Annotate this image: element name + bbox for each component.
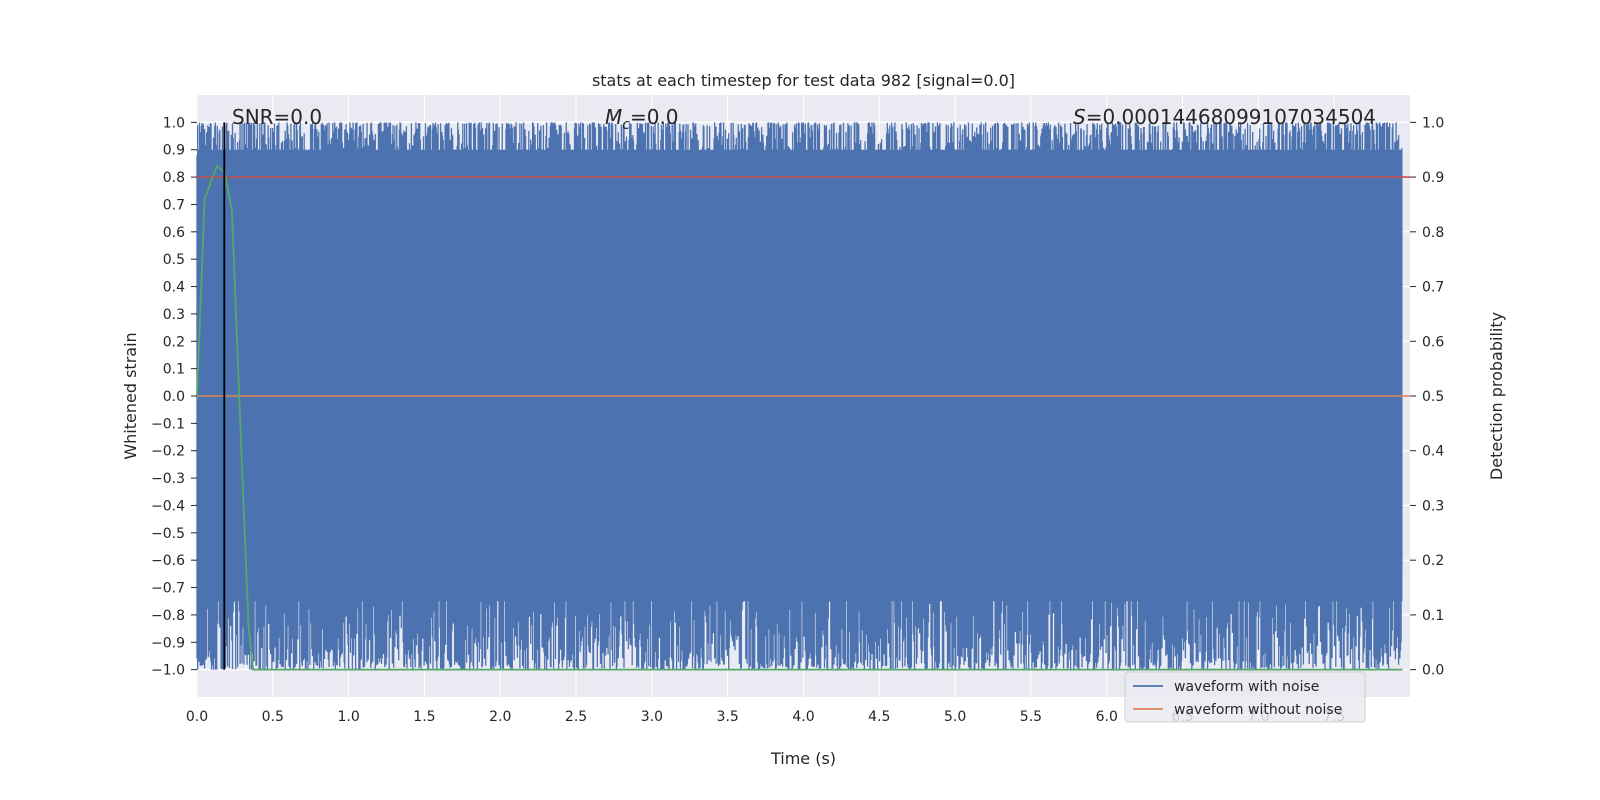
y-tick-label: −0.3	[151, 471, 185, 487]
y-tick-label: 1.0	[163, 115, 185, 131]
x-tick-label: 5.0	[944, 709, 966, 725]
y-tick-label: 0.1	[163, 362, 185, 378]
y-tick-label: −1.0	[151, 663, 185, 679]
legend-label-waveform-without-noise: waveform without noise	[1174, 702, 1342, 718]
y-tick-label: 0.3	[163, 307, 185, 323]
s-value: =0.00014468099107034504	[1086, 105, 1376, 129]
x-tick-label: 2.5	[565, 709, 587, 725]
y-right-tick-label: 0.1	[1422, 608, 1444, 624]
y-tick-label: −0.1	[151, 416, 185, 432]
y-tick-label: 0.9	[163, 143, 185, 159]
legend: waveform with noise waveform without noi…	[1124, 671, 1366, 723]
series-detection-probability	[196, 164, 1403, 671]
y-tick-label: −0.8	[151, 608, 185, 624]
x-tick-label: 6.0	[1096, 709, 1118, 725]
axis-ticks: 0.00.51.01.52.02.53.03.54.04.55.05.56.06…	[151, 115, 1444, 725]
y-right-tick-label: 0.3	[1422, 498, 1444, 514]
y-right-tick-label: 0.9	[1422, 170, 1444, 186]
y-tick-label: 0.8	[163, 170, 185, 186]
y-tick-label: −0.7	[151, 581, 185, 597]
y-right-tick-label: 0.5	[1422, 389, 1444, 405]
y-tick-label: −0.5	[151, 526, 185, 542]
x-tick-label: 0.0	[186, 709, 208, 725]
y-tick-label: 0.7	[163, 197, 185, 213]
y-right-tick-label: 1.0	[1422, 115, 1444, 131]
x-tick-label: 0.5	[262, 709, 284, 725]
x-tick-label: 5.5	[1020, 709, 1042, 725]
y-tick-label: −0.9	[151, 635, 185, 651]
y-right-tick-label: 0.7	[1422, 280, 1444, 296]
x-tick-label: 4.0	[792, 709, 814, 725]
y-tick-label: −0.2	[151, 444, 185, 460]
y-right-tick-label: 0.2	[1422, 553, 1444, 569]
x-tick-label: 3.0	[641, 709, 663, 725]
chirp-mass-subscript: c	[622, 117, 630, 133]
x-tick-label: 2.0	[489, 709, 511, 725]
y-tick-label: 0.2	[163, 334, 185, 350]
s-annotation: S=0.00014468099107034504	[1073, 105, 1376, 129]
y-tick-label: 0.4	[163, 280, 185, 296]
y-tick-label: −0.4	[151, 498, 185, 514]
chart-title: stats at each timestep for test data 982…	[592, 71, 1015, 90]
x-tick-label: 3.5	[717, 709, 739, 725]
chirp-mass-annotation: Mc=0.0	[605, 105, 679, 133]
x-tick-label: 4.5	[868, 709, 890, 725]
x-axis-label: Time (s)	[770, 749, 836, 768]
y-axis-right-label: Detection probability	[1487, 312, 1506, 480]
legend-label-waveform-with-noise: waveform with noise	[1174, 679, 1319, 695]
chirp-mass-value: =0.0	[630, 105, 679, 129]
y-axis-label: Whitened strain	[121, 332, 140, 459]
chirp-mass-symbol: M	[605, 105, 622, 129]
snr-annotation: SNR=0.0	[232, 105, 322, 129]
x-tick-label: 1.5	[413, 709, 435, 725]
y-right-tick-label: 0.8	[1422, 225, 1444, 241]
y-tick-label: 0.6	[163, 225, 185, 241]
y-tick-label: 0.0	[163, 389, 185, 405]
y-right-tick-label: 0.6	[1422, 334, 1444, 350]
s-symbol: S	[1073, 105, 1086, 129]
series-waveform-with-noise	[196, 122, 1403, 670]
y-right-tick-label: 0.0	[1422, 663, 1444, 679]
x-tick-label: 1.0	[337, 709, 359, 725]
y-tick-label: −0.6	[151, 553, 185, 569]
y-tick-label: 0.5	[163, 252, 185, 268]
legend-box	[1124, 671, 1366, 723]
y-right-tick-label: 0.4	[1422, 444, 1444, 460]
series-lines	[196, 122, 1410, 671]
